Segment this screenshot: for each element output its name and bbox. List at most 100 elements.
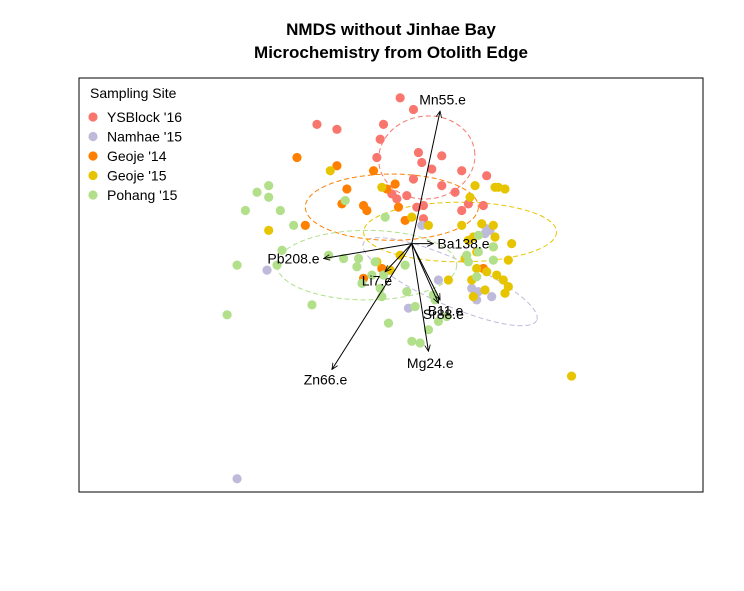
point-pohang-15 [252, 187, 262, 197]
point-pohang-15 [222, 310, 232, 320]
point-pohang-15 [472, 272, 482, 282]
point-pohang-15 [488, 242, 498, 252]
point-geoje-15 [264, 225, 274, 235]
point-ysblock-16 [427, 164, 437, 174]
point-geoje-14 [393, 202, 404, 212]
point-geoje-15 [457, 220, 467, 230]
point-pohang-15 [415, 338, 425, 348]
ellipse-namhae-15 [362, 237, 538, 327]
point-geoje-15 [490, 232, 500, 242]
point-pohang-15 [378, 270, 389, 280]
point-pohang-15 [488, 255, 498, 265]
point-ysblock-16 [392, 194, 402, 204]
vector-mn55-e [411, 111, 440, 244]
point-pohang-15 [400, 260, 410, 270]
legend-label-pohang-15: Pohang '15 [107, 187, 178, 203]
point-geoje-15 [465, 192, 475, 202]
point-pohang-15 [370, 257, 380, 267]
vector-label-zn66-e: Zn66.e [304, 372, 348, 388]
point-geoje-14 [390, 179, 400, 189]
point-pohang-15 [264, 181, 274, 191]
point-pohang-15 [275, 205, 285, 216]
ellipse-pohang-15 [276, 229, 458, 301]
legend-swatch-ysblock-16 [88, 112, 98, 122]
point-ysblock-16 [478, 200, 488, 211]
point-pohang-15 [423, 325, 434, 335]
point-geoje-15 [407, 212, 417, 222]
vector-zn66-e [332, 243, 413, 370]
legend-swatch-geoje-14 [88, 151, 98, 161]
vector-label-mg24-e: Mg24.e [407, 355, 454, 371]
point-pohang-15 [353, 253, 364, 264]
point-pohang-15 [277, 245, 287, 255]
point-ysblock-16 [402, 190, 412, 201]
legend-items: YSBlock '16 Namhae '15 Geoje '14 Geoje '15 P… [88, 109, 182, 203]
vector-label-pb208-e: Pb208.e [267, 251, 319, 267]
point-geoje-15 [500, 184, 510, 194]
legend-swatch-pohang-15 [88, 190, 98, 200]
point-ysblock-16 [378, 119, 389, 129]
point-ysblock-16 [312, 119, 322, 129]
vector-li7-e [385, 243, 413, 272]
point-geoje-14 [300, 220, 310, 230]
point-ysblock-16 [482, 171, 492, 181]
point-geoje-15 [503, 255, 513, 265]
point-ysblock-16 [408, 104, 419, 115]
point-layer [222, 93, 577, 484]
point-pohang-15 [383, 318, 394, 328]
point-ysblock-16 [437, 151, 447, 161]
point-pohang-15 [473, 247, 483, 257]
point-pohang-15 [433, 316, 444, 327]
legend-label-ysblock-16: YSBlock '16 [107, 109, 182, 125]
point-pohang-15 [410, 301, 420, 312]
ellipse-geoje-14 [304, 173, 479, 241]
point-pohang-15 [240, 205, 250, 216]
point-pohang-15 [463, 257, 473, 267]
point-geoje-15 [325, 166, 335, 176]
point-ysblock-16 [395, 93, 405, 103]
point-ysblock-16 [417, 157, 427, 168]
point-pohang-15 [352, 262, 362, 272]
point-geoje-14 [362, 205, 372, 216]
ellipse-geoje-15 [363, 201, 558, 263]
vector-mg24-e [411, 243, 429, 352]
point-namhae-15 [417, 220, 427, 230]
vector-b11-e [411, 243, 440, 300]
legend-swatch-geoje-15 [88, 170, 98, 181]
point-geoje-15 [503, 282, 513, 292]
point-geoje-15 [566, 371, 577, 381]
legend-swatch-namhae-15 [88, 131, 98, 142]
vector-pb208-e [324, 243, 412, 259]
point-geoje-15 [377, 182, 387, 192]
point-ysblock-16 [437, 181, 447, 191]
ellipse-layer [276, 115, 558, 327]
point-ysblock-16 [332, 124, 342, 134]
point-ysblock-16 [457, 166, 467, 176]
legend-label-geoje-14: Geoje '14 [107, 148, 167, 164]
point-namhae-15 [433, 275, 444, 285]
vector-label-sr88-e: Sr88.e [423, 306, 464, 322]
plot-frame [78, 77, 704, 493]
point-pohang-15 [340, 195, 350, 206]
vector-label-mn55-e: Mn55.e [419, 91, 466, 107]
point-ysblock-16 [457, 205, 467, 216]
point-geoje-15 [443, 275, 454, 285]
point-namhae-15 [262, 265, 272, 275]
point-geoje-15 [492, 270, 502, 280]
point-pohang-15 [402, 287, 412, 297]
point-geoje-14 [292, 152, 302, 163]
point-geoje-15 [472, 263, 482, 274]
point-geoje-14 [342, 184, 352, 194]
point-pohang-15 [289, 220, 299, 230]
point-geoje-15 [480, 285, 490, 295]
point-geoje-15 [498, 275, 508, 285]
point-geoje-15 [468, 291, 478, 302]
point-pohang-15 [357, 278, 367, 288]
point-pohang-15 [338, 253, 349, 264]
point-pohang-15 [272, 260, 282, 270]
ellipse-ysblock-16 [378, 115, 476, 200]
point-ysblock-16 [413, 147, 424, 158]
legend-title: Sampling Site [90, 85, 177, 101]
